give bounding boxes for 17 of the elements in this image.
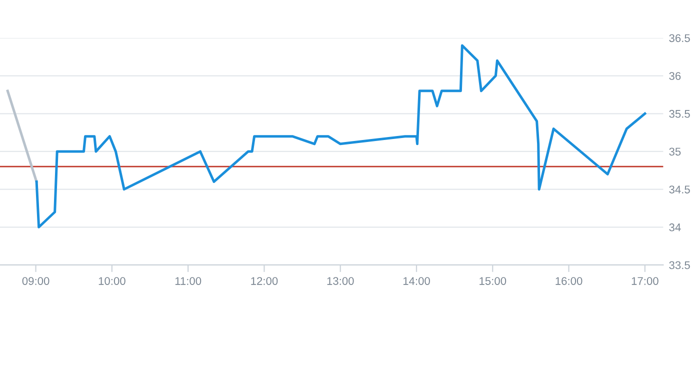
x-tick-label: 09:00 <box>22 277 50 285</box>
x-tick-label: 14:00 <box>403 277 430 285</box>
y-tick-label: 35.5 <box>669 110 690 118</box>
y-tick-label: 36 <box>669 72 681 80</box>
y-tick-label: 34 <box>669 223 681 232</box>
y-tick-label: 34.5 <box>669 186 690 194</box>
x-tick-label: 16:00 <box>556 277 582 285</box>
y-tick-label: 36.5 <box>669 34 690 42</box>
x-tick-label: 10:00 <box>98 277 126 285</box>
x-tick-label: 11:00 <box>175 277 202 285</box>
x-tick-label: 12:00 <box>251 277 278 285</box>
line-series <box>35 44 646 228</box>
x-tick-label: 13:00 <box>327 277 354 285</box>
x-tick-label: 15:00 <box>480 277 506 285</box>
y-tick-label: 33.5 <box>669 261 690 270</box>
x-tick-label: 17:00 <box>632 277 658 285</box>
y-tick-label: 35 <box>669 148 681 156</box>
